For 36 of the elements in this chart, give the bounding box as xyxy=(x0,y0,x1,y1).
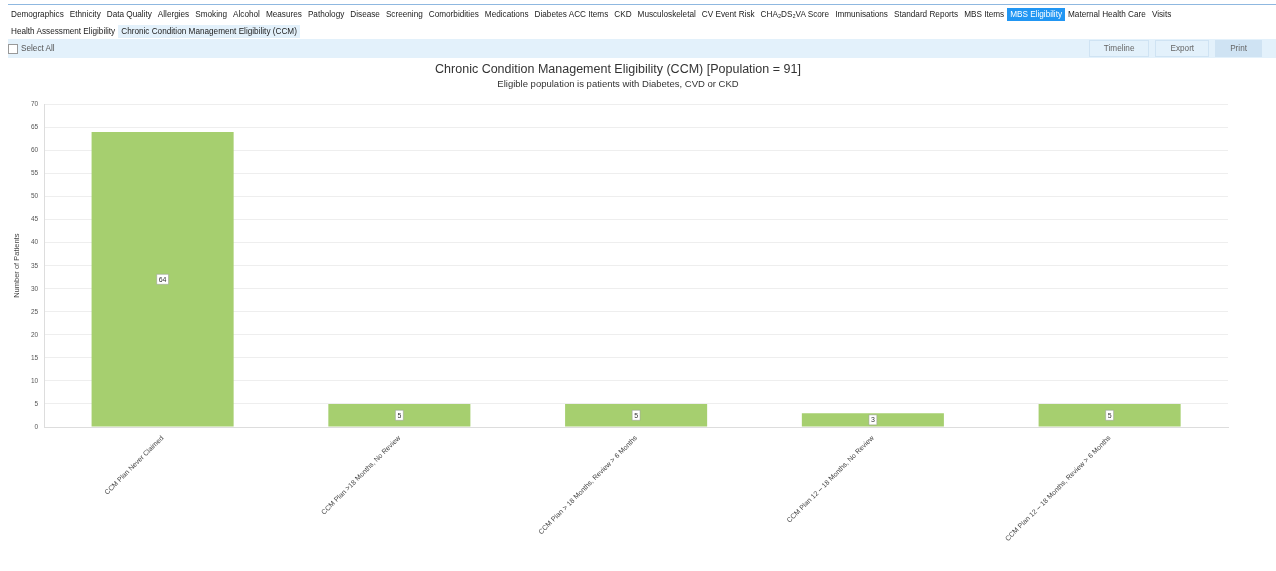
text: Visits xyxy=(1150,9,1173,21)
text: Measures xyxy=(264,9,303,21)
text: Data Quality xyxy=(105,9,153,21)
chart-title: Chronic Condition Management Eligibility (CCM) [Population = 91] xyxy=(435,61,801,76)
text: Maternal Health Care xyxy=(1067,9,1147,21)
bar xyxy=(328,403,471,427)
text: Allergies xyxy=(156,9,191,21)
text: Alcohol xyxy=(232,9,261,21)
text: Select All xyxy=(20,43,55,54)
text: Smoking xyxy=(194,9,229,21)
text: MBS Items xyxy=(963,9,1006,21)
text: Print xyxy=(1215,40,1262,57)
text: Diabetes ACC Items xyxy=(533,9,610,21)
bar xyxy=(91,132,234,427)
text: CV Event Risk xyxy=(700,9,756,21)
text: Medications xyxy=(483,9,530,21)
text: CHA₂DS₂VA Score xyxy=(759,9,831,21)
text: Standard Reports xyxy=(892,9,960,21)
text: Export xyxy=(1155,40,1210,57)
text: Musculoskeletal xyxy=(636,9,697,21)
text: Timeline xyxy=(1088,40,1150,57)
chart-subtitle: Eligible population is patients with Diabetes, CVD or CKD xyxy=(497,78,739,90)
text: Screening xyxy=(384,9,424,21)
text: CKD xyxy=(613,9,633,21)
text: Ethnicity xyxy=(68,9,102,21)
bar xyxy=(565,403,708,427)
bar xyxy=(801,413,944,427)
text: Immunisations xyxy=(834,9,889,21)
text: Pathology xyxy=(306,9,346,21)
text: Health Assessment Eligibility xyxy=(10,25,117,38)
text: Comorbidities xyxy=(427,9,480,21)
text: Demographics xyxy=(10,9,65,21)
text: MBS Eligibility xyxy=(1007,8,1066,21)
bar xyxy=(1038,403,1181,427)
text: Disease xyxy=(349,9,381,21)
text: Chronic Condition Management Eligibility (CCM) xyxy=(118,24,300,38)
